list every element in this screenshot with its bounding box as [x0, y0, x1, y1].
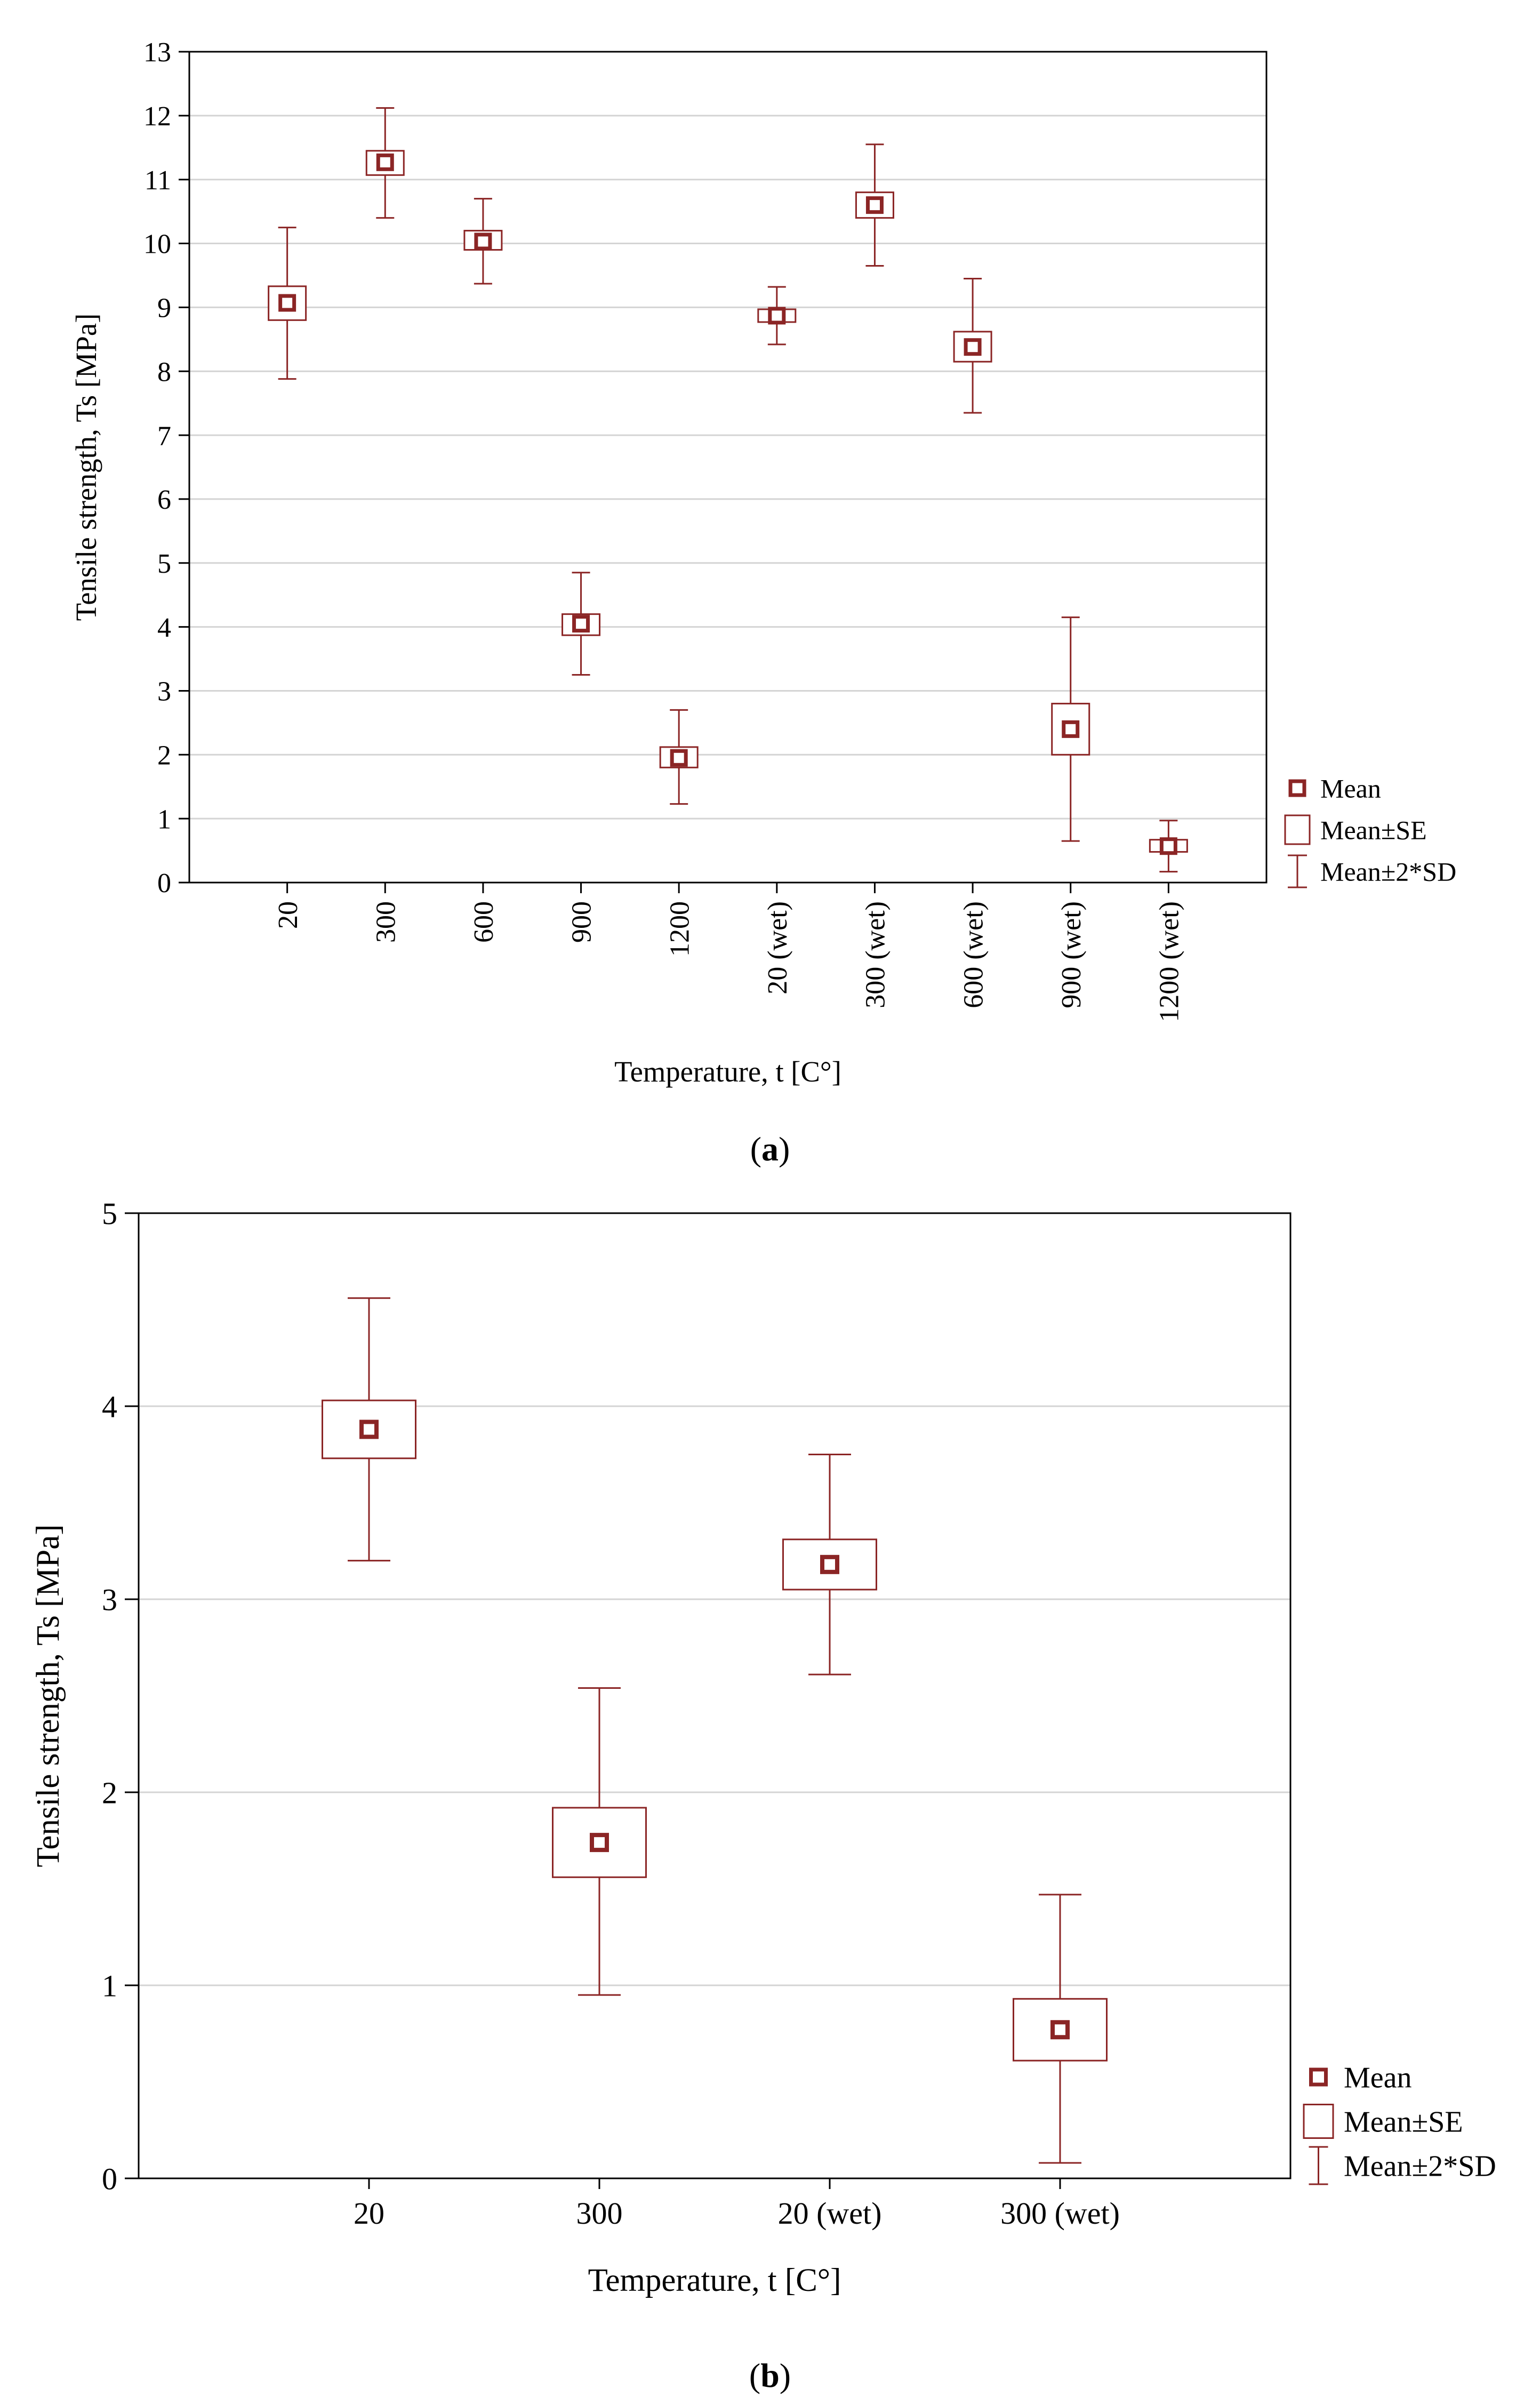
chart-a-y-tick-label: 5	[157, 549, 171, 579]
chart-a-y-tick-label: 8	[157, 357, 171, 387]
chart-a-mean-point	[278, 294, 296, 312]
chart-b-y-tick-label: 0	[102, 2161, 117, 2196]
chart-b-x-tick-label: 20 (wet)	[778, 2196, 882, 2231]
chart-b-mean-point	[820, 1554, 839, 1574]
chart-a-x-tick-label: 900	[567, 901, 597, 943]
chart-a-legend-mean-icon	[1288, 779, 1306, 797]
chart-a-y-tick-label: 3	[157, 677, 171, 707]
chart-a-mean-point	[670, 749, 688, 767]
caption-b: (b)	[749, 2356, 791, 2394]
chart-b-y-tick-label: 1	[102, 1968, 117, 2003]
chart-b-mean-point	[1050, 2020, 1070, 2040]
chart-a-x-axis-label: Temperature, t [C°]	[614, 1055, 841, 1088]
chart-a-mean-point	[964, 338, 982, 356]
chart-a-y-tick-label: 10	[143, 229, 171, 260]
chart-b-x-tick-label: 20	[354, 2196, 384, 2231]
chart-b-y-axis-label: Tensile strength, Ts [MPa]	[30, 1524, 66, 1867]
chart-a-y-tick-label: 1	[157, 804, 171, 835]
chart-a-y-tick-label: 4	[157, 613, 171, 643]
chart-a-x-tick-label: 900 (wet)	[1056, 901, 1087, 1008]
chart-a-legend-sd-label: Mean±2*SD	[1320, 857, 1456, 887]
chart-b-x-axis-label: Temperature, t [C°]	[588, 2263, 841, 2298]
chart-a-y-tick-label: 2	[157, 741, 171, 771]
chart-a-mean-point	[474, 233, 492, 251]
chart-a-x-tick-label: 300	[371, 901, 401, 943]
chart-a-x-tick-label: 600	[469, 901, 499, 943]
chart-a-mean-point	[865, 196, 884, 214]
chart-a-y-axis-label: Tensile strength, Ts [MPa]	[70, 314, 102, 621]
caption-a: (a)	[750, 1130, 790, 1168]
chart-b-y-tick-label: 3	[102, 1582, 117, 1617]
chart-b-legend-sd-label: Mean±2*SD	[1344, 2150, 1496, 2183]
chart-a-mean-point	[768, 307, 786, 325]
chart-a-y-tick-label: 13	[143, 37, 171, 68]
chart-a-y-tick-label: 12	[143, 101, 171, 132]
chart-b-x-tick-label: 300 (wet)	[1000, 2196, 1120, 2231]
chart-a-x-tick-label: 20	[273, 901, 303, 929]
chart-a-y-tick-label: 9	[157, 293, 171, 324]
chart-a-y-tick-label: 11	[145, 165, 171, 196]
chart-b-plot-frame	[138, 1212, 1292, 2179]
chart-a-mean-point	[1159, 837, 1177, 855]
chart-a-legend-se-icon	[1284, 814, 1311, 845]
chart-b-y-tick-label: 2	[102, 1775, 117, 1810]
chart-a-x-tick-label: 1200	[664, 901, 695, 957]
chart-a-y-tick-label: 7	[157, 421, 171, 451]
chart-b-legend-mean-label: Mean	[1344, 2062, 1412, 2095]
chart-b-y-tick-label: 4	[102, 1389, 117, 1424]
chart-b-legend-mean-icon	[1309, 2067, 1328, 2087]
chart-a-x-tick-label: 600 (wet)	[958, 901, 989, 1008]
chart-a-x-tick-label: 300 (wet)	[861, 901, 891, 1008]
chart-b-legend-se-label: Mean±SE	[1344, 2106, 1463, 2139]
chart-a-x-tick-label: 1200 (wet)	[1154, 901, 1185, 1022]
chart-b-mean-point	[359, 1420, 379, 1439]
chart-b-se-box	[552, 1807, 647, 1878]
chart-b: 0 1 2 3 4 5 20 300 20 (wet) 300 (wet) Temperature,…	[30, 1196, 1496, 2298]
chart-a-mean-point	[1062, 720, 1080, 738]
chart-a-legend-mean-label: Mean	[1320, 774, 1381, 804]
chart-b-mean-point	[590, 1833, 609, 1853]
chart-b-legend-se-icon	[1303, 2104, 1334, 2139]
chart-a-mean-point	[572, 615, 590, 633]
chart-b-y-tick-label: 5	[102, 1196, 117, 1231]
chart-a-y-tick-label: 0	[157, 868, 171, 899]
chart-a-mean-point	[376, 153, 394, 171]
chart-a-x-tick-label: 20 (wet)	[763, 901, 793, 995]
chart-a-plot-frame	[188, 51, 1268, 884]
chart-b-x-tick-label: 300	[576, 2196, 623, 2231]
chart-a-y-tick-label: 6	[157, 485, 171, 515]
chart-a-legend-se-label: Mean±SE	[1320, 815, 1427, 845]
